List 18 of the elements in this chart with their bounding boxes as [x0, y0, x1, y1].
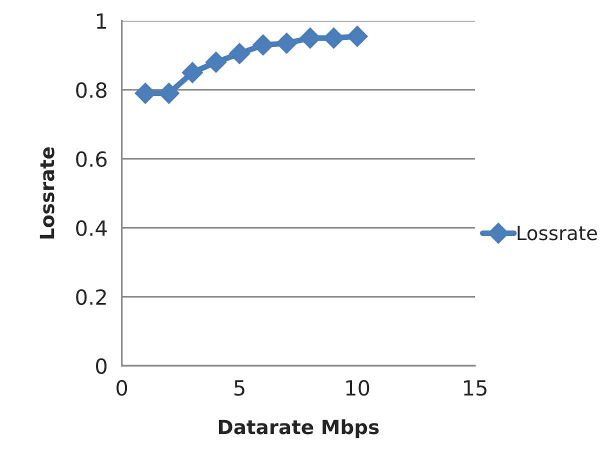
x-tick-label: 10	[346, 380, 370, 396]
y-tick-label: 0	[96, 358, 107, 374]
point	[228, 42, 250, 64]
y-tick-label: 0.6	[76, 151, 107, 168]
y-tick-label: 0.4	[76, 220, 107, 236]
y-tick-label: 1	[96, 14, 106, 29]
x-tick-label: 15	[464, 380, 486, 396]
point	[252, 34, 274, 56]
point	[205, 51, 227, 74]
legend-label: Lossrate	[518, 226, 597, 240]
y-tick-label: 0.8	[76, 82, 106, 98]
x-tick-label: 5	[234, 380, 244, 396]
y-tick-label: 0.2	[76, 289, 106, 305]
point	[276, 32, 298, 54]
y-axis-title: Lossrate	[40, 147, 54, 239]
x-axis-title: Datarate Mbps	[218, 419, 379, 438]
x-tick-label: 0	[116, 380, 128, 396]
point	[182, 62, 204, 84]
